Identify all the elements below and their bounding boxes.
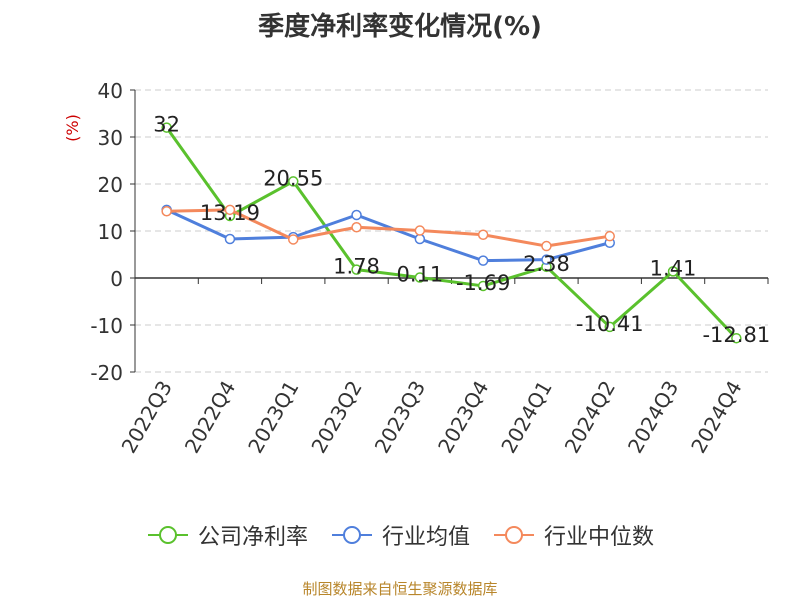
x-tick-label: 2024Q1 [496, 377, 556, 458]
data-point [288, 176, 299, 187]
x-tick-label: 2022Q4 [180, 377, 240, 458]
y-tick-label: 20 [98, 173, 123, 197]
series-line-0 [165, 126, 738, 340]
data-label: 2.38 [523, 252, 570, 276]
data-point [224, 233, 236, 245]
data-point [351, 264, 362, 275]
series-lines [161, 122, 742, 344]
chart-title: 季度净利率变化情况(%) [258, 12, 542, 42]
data-point [288, 234, 299, 245]
data-point [604, 230, 615, 242]
legend-label-industry-avg: 行业均值 [381, 525, 470, 550]
legend-item-company[interactable]: 公司净利率 [146, 519, 308, 551]
series-line-2 [166, 208, 610, 248]
data-label: 32 [153, 113, 180, 137]
y-tick-label: 0 [110, 267, 123, 291]
x-tick-label: 2023Q2 [306, 377, 366, 458]
y-tick-label: -20 [90, 361, 123, 385]
x-tick-label: 2024Q3 [623, 377, 683, 458]
y-tick-label: 10 [98, 220, 123, 244]
data-point [477, 255, 489, 266]
data-point [414, 272, 426, 283]
data-point [351, 221, 362, 233]
data-point [541, 254, 552, 265]
data-point [604, 321, 615, 333]
data-point [731, 332, 742, 344]
data-point [161, 122, 172, 133]
data-label: 13.19 [200, 201, 260, 225]
data-point [351, 209, 362, 221]
data-point [224, 204, 236, 216]
data-label: -12.81 [702, 323, 770, 347]
legend-label-industry-median: 行业中位数 [544, 525, 655, 550]
data-label: 20.55 [263, 166, 323, 190]
x-tick-label: 2023Q1 [243, 377, 303, 458]
data-label: -1.69 [456, 271, 510, 295]
y-axis-label: (%) [63, 114, 82, 142]
legend-symbol-icon [147, 526, 188, 544]
data-label: -10.41 [576, 312, 644, 336]
data-point [477, 229, 489, 241]
x-tick-label: 2022Q3 [117, 377, 177, 458]
x-tick-label: 2024Q4 [686, 377, 746, 458]
x-tick-label: 2023Q3 [370, 377, 430, 458]
data-point [414, 233, 426, 245]
legend-item-industry-median[interactable]: 行业中位数 [492, 519, 654, 551]
data-point [477, 280, 489, 292]
x-tick-label: 2024Q2 [560, 377, 620, 458]
data-label: 1.41 [650, 256, 697, 280]
series-line-1 [166, 208, 611, 263]
data-label: 0.11 [396, 262, 443, 286]
legend-item-industry-avg[interactable]: 行业均值 [330, 519, 470, 551]
legend: 公司净利率 行业均值 行业中位数 [0, 520, 800, 550]
grid-lines [135, 89, 768, 373]
data-point [667, 266, 679, 277]
data-point [541, 240, 552, 252]
legend-label-company: 公司净利率 [197, 525, 308, 550]
data-label: 1.78 [333, 255, 380, 279]
y-tick-label: 30 [98, 126, 123, 150]
legend-symbol-icon [331, 526, 372, 544]
data-point [161, 206, 172, 217]
data-point [414, 225, 426, 236]
data-source-note: 制图数据来自恒生聚源数据库 [302, 580, 498, 598]
y-tick-label: 40 [98, 79, 123, 103]
x-tick-label: 2023Q4 [433, 377, 493, 458]
y-tick-label: -10 [90, 314, 123, 338]
legend-symbol-icon [494, 526, 534, 544]
